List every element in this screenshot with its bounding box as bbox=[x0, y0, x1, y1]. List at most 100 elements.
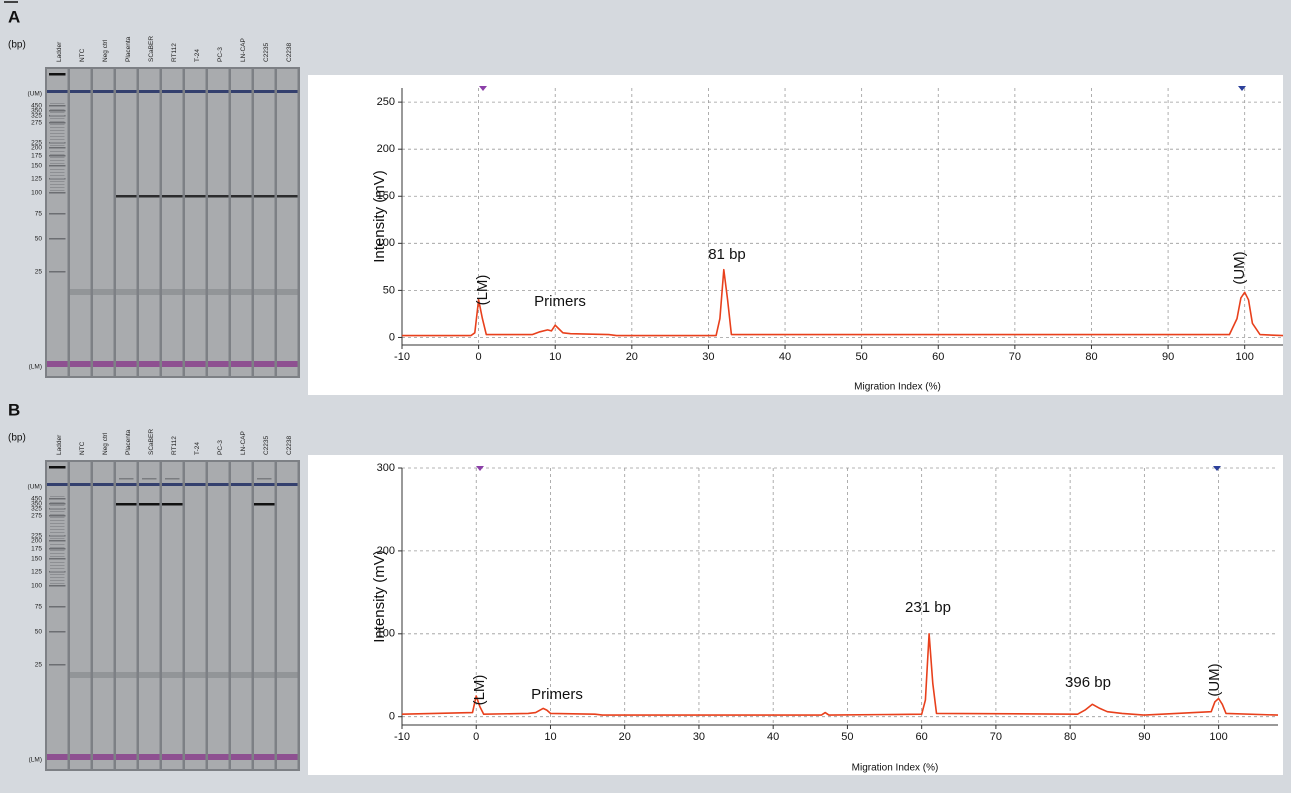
gel-lane bbox=[254, 69, 275, 376]
faint-band bbox=[257, 478, 272, 480]
ladder-band bbox=[50, 568, 65, 569]
ladder-band bbox=[50, 187, 65, 188]
ladder-band bbox=[50, 118, 65, 119]
x-tick-label: -10 bbox=[394, 351, 410, 363]
um-band bbox=[116, 483, 137, 486]
annotation: 81 bp bbox=[708, 246, 746, 263]
product-band bbox=[116, 195, 137, 198]
ladder-band bbox=[50, 502, 65, 503]
lane-label: SCaBER bbox=[148, 36, 155, 62]
ladder-band bbox=[50, 127, 65, 128]
lm-band bbox=[254, 754, 275, 760]
ladder-label: 125 bbox=[31, 176, 42, 183]
ladder-band bbox=[50, 559, 65, 560]
x-tick-label: 80 bbox=[1085, 351, 1097, 363]
y-tick-label: 0 bbox=[389, 711, 395, 723]
gel-lane bbox=[139, 69, 160, 376]
ladder-label: 25 bbox=[35, 662, 43, 669]
ladder-band bbox=[49, 213, 66, 215]
ladder-band bbox=[50, 112, 65, 113]
product-band bbox=[254, 195, 275, 198]
gel-lane bbox=[254, 462, 275, 769]
ladder-band bbox=[50, 520, 65, 521]
primer-band bbox=[254, 289, 275, 295]
ladder-band bbox=[50, 190, 65, 191]
ladder-label: 175 bbox=[31, 153, 42, 160]
um-band bbox=[47, 483, 68, 486]
lane-label: Neg ctrl bbox=[102, 39, 109, 62]
ladder-label: 50 bbox=[35, 236, 43, 243]
ladder-band bbox=[49, 122, 66, 124]
ladder-band bbox=[50, 583, 65, 584]
ladder-band bbox=[50, 535, 65, 536]
ladder-band bbox=[50, 529, 65, 530]
gel-lane bbox=[139, 462, 160, 769]
gel-unit: (bp) bbox=[8, 40, 26, 51]
x-tick-label: 100 bbox=[1236, 351, 1254, 363]
lane-label: C2238 bbox=[286, 435, 293, 455]
lm-band bbox=[162, 361, 183, 367]
ladder-band bbox=[50, 133, 65, 134]
x-axis-label: Migration Index (%) bbox=[852, 763, 939, 774]
x-tick-label: 50 bbox=[856, 351, 868, 363]
x-tick-label: 60 bbox=[932, 351, 944, 363]
ladder-band bbox=[50, 172, 65, 173]
lane-label: LN-CAP bbox=[240, 38, 247, 62]
lane-label: T-24 bbox=[194, 49, 201, 62]
ladder-band bbox=[50, 163, 65, 164]
product-band bbox=[254, 503, 275, 506]
lane-label: RT112 bbox=[171, 43, 178, 62]
y-axis-label: Intensity (mV) bbox=[371, 170, 388, 263]
ladder-band bbox=[50, 160, 65, 161]
x-tick-label: 100 bbox=[1209, 731, 1227, 743]
primer-band bbox=[93, 289, 114, 295]
ladder-band bbox=[50, 106, 65, 107]
x-tick-label: 30 bbox=[693, 731, 705, 743]
ladder-band bbox=[50, 511, 65, 512]
lane-label: SCaBER bbox=[148, 429, 155, 455]
ladder-band bbox=[50, 547, 65, 548]
ladder-band bbox=[50, 148, 65, 149]
primer-band bbox=[116, 289, 137, 295]
ladder-band bbox=[50, 526, 65, 527]
ladder-band bbox=[50, 175, 65, 176]
primer-band bbox=[231, 289, 252, 295]
lane-label: RT112 bbox=[171, 436, 178, 455]
ladder-band bbox=[49, 515, 66, 517]
lane-label: Ladder bbox=[56, 434, 63, 455]
gel-lane bbox=[93, 69, 114, 376]
ladder-band bbox=[50, 577, 65, 578]
lm-band bbox=[208, 361, 229, 367]
gel-lane bbox=[208, 69, 229, 376]
ladder-band bbox=[50, 550, 65, 551]
um-band bbox=[231, 483, 252, 486]
ladder-band bbox=[50, 157, 65, 158]
primer-band bbox=[277, 672, 298, 678]
ladder-label: 150 bbox=[31, 556, 42, 563]
um-band bbox=[139, 483, 160, 486]
panel-label: B bbox=[8, 400, 20, 419]
product-band bbox=[208, 195, 229, 198]
x-tick-label: 40 bbox=[779, 351, 791, 363]
primer-band bbox=[277, 289, 298, 295]
y-tick-label: 0 bbox=[389, 331, 395, 343]
x-tick-label: 30 bbox=[702, 351, 714, 363]
lane-label: T-24 bbox=[194, 442, 201, 455]
x-tick-label: 40 bbox=[767, 731, 779, 743]
primer-band bbox=[162, 289, 183, 295]
ladder-band bbox=[49, 503, 66, 505]
ladder-band bbox=[50, 151, 65, 152]
ladder-band bbox=[50, 124, 65, 125]
ladder-band bbox=[50, 499, 65, 500]
um-band bbox=[208, 90, 229, 93]
gel-lane bbox=[185, 69, 206, 376]
ladder-band bbox=[50, 169, 65, 170]
gel-lane bbox=[231, 462, 252, 769]
gel-lane bbox=[277, 462, 298, 769]
chart-box bbox=[308, 75, 1283, 395]
x-tick-label: 60 bbox=[916, 731, 928, 743]
gel-lane bbox=[162, 69, 183, 376]
primer-band bbox=[70, 672, 91, 678]
faint-band bbox=[165, 478, 180, 480]
ladder-label: 200 bbox=[31, 538, 42, 545]
